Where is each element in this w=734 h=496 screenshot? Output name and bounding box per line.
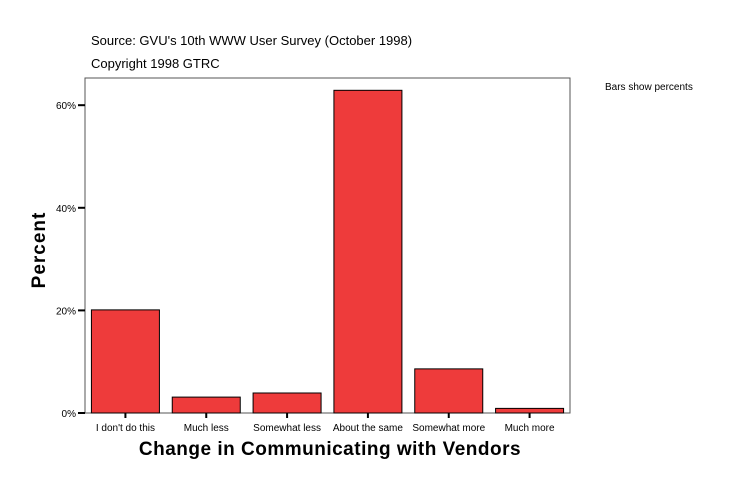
bar [90,309,160,414]
bar [414,368,484,414]
bar [495,407,565,414]
x-axis-label: Change in Communicating with Vendors [138,439,522,460]
bar [171,396,241,414]
x-tick-label: I don't do this [96,423,155,434]
x-tick-label: Somewhat more [412,423,485,434]
y-tick-label: 40% [56,204,76,215]
bar [252,392,322,414]
copyright-text: Copyright 1998 GTRC [91,56,220,71]
y-tick-label: 0% [62,409,77,420]
x-tick-label: Much more [505,423,555,434]
plot-frame [84,77,571,414]
y-tick-label: 20% [56,306,76,317]
source-text: Source: GVU's 10th WWW User Survey (Octo… [91,33,413,48]
bar [333,89,403,414]
x-tick-label: Somewhat less [253,423,321,434]
y-tick-label: 60% [56,101,76,112]
x-tick-label: Much less [184,423,229,434]
x-tick-label: About the same [333,423,403,434]
bars-note: Bars show percents [605,82,693,93]
